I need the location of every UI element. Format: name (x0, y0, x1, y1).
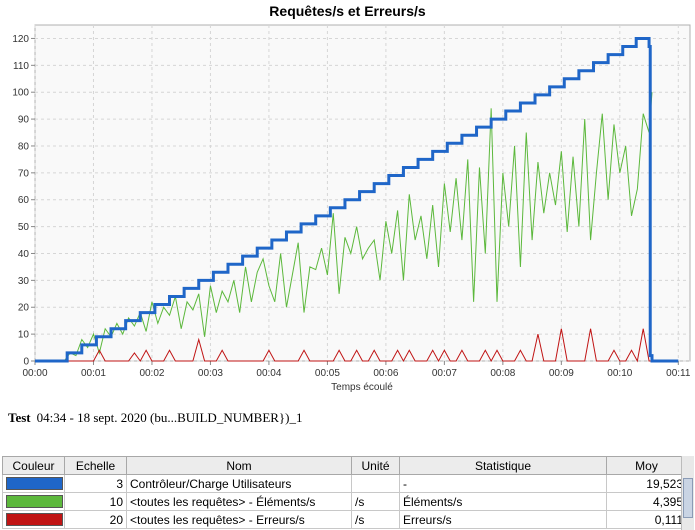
test-label: Test (8, 410, 31, 425)
col-header-unit[interactable]: Unité (351, 456, 400, 475)
y-tick-label: 10 (18, 330, 30, 341)
legend-row[interactable]: 20 <toutes les requêtes> - Erreurs/s /s … (2, 510, 687, 529)
series-lines (35, 36, 679, 363)
y-tick-label: 80 (18, 141, 30, 152)
legend-row[interactable]: 10 <toutes les requêtes> - Éléments/s /s… (2, 492, 687, 511)
series-line-0 (35, 36, 679, 363)
scrollbar-thumb[interactable] (683, 478, 693, 518)
y-tick-label: 70 (18, 168, 30, 179)
y-tick-label: 120 (12, 34, 29, 45)
legend-table: Couleur Echelle Nom Unité Statistique Mo… (2, 456, 687, 529)
x-tick-label: 00:10 (607, 368, 632, 379)
y-tick-label: 50 (18, 222, 30, 233)
color-swatch[interactable] (6, 477, 63, 490)
y-tick-label: 110 (13, 61, 29, 72)
y-tick-label: 0 (23, 357, 29, 368)
y-tick-label: 20 (18, 303, 30, 314)
scale-cell: 3 (64, 474, 127, 493)
name-cell: <toutes les requêtes> - Erreurs/s (126, 510, 352, 529)
unit-cell: /s (351, 510, 400, 529)
y-tick-label: 60 (18, 195, 30, 206)
col-header-stat[interactable]: Statistique (399, 456, 607, 475)
x-axis-title: Temps écoulé (331, 382, 393, 393)
scale-cell: 20 (64, 510, 127, 529)
mean-cell: 0,111 (606, 510, 687, 529)
stat-cell: Éléments/s (399, 492, 607, 511)
x-tick-label: 00:01 (81, 368, 106, 379)
series-line-2 (35, 328, 652, 363)
mean-cell: 4,395 (606, 492, 687, 511)
legend-header-row: Couleur Echelle Nom Unité Statistique Mo… (2, 456, 687, 475)
y-tick-label: 100 (12, 88, 29, 99)
x-tick-label: 00:02 (139, 368, 164, 379)
scale-cell: 10 (64, 492, 127, 511)
series-line-1 (35, 92, 653, 362)
x-tick-label: 00:09 (549, 368, 574, 379)
x-tick-label: 00:00 (22, 368, 47, 379)
stat-cell: Erreurs/s (399, 510, 607, 529)
test-description: 04:34 - 18 sept. 2020 (bu...BUILD_NUMBER… (36, 410, 303, 425)
x-tick-label: 00:05 (315, 368, 340, 379)
stat-cell: - (399, 474, 607, 493)
chart-title: Requêtes/s et Erreurs/s (269, 3, 426, 19)
col-header-color[interactable]: Couleur (2, 456, 65, 475)
y-tick-label: 90 (18, 115, 30, 126)
y-tick-label: 40 (18, 249, 30, 260)
table-scrollbar[interactable] (681, 456, 694, 530)
x-tick-label: 00:11 (666, 368, 691, 379)
unit-cell: /s (351, 492, 400, 511)
name-cell: <toutes les requêtes> - Éléments/s (126, 492, 352, 511)
x-tick-label: 00:06 (373, 368, 398, 379)
mean-cell: 19,523 (606, 474, 687, 493)
col-header-name[interactable]: Nom (126, 456, 352, 475)
test-info: Test 04:34 - 18 sept. 2020 (bu...BUILD_NU… (8, 410, 303, 426)
color-swatch[interactable] (6, 513, 63, 526)
col-header-mean[interactable]: Moy (606, 456, 687, 475)
x-tick-label: 00:08 (490, 368, 515, 379)
x-axis: 00:00 00:01 00:02 00:03 00:04 00:05 00:06 00:07… (22, 361, 691, 379)
x-tick-label: 00:03 (198, 368, 223, 379)
col-header-scale[interactable]: Echelle (64, 456, 127, 475)
unit-cell (351, 474, 400, 493)
name-cell: Contrôleur/Charge Utilisateurs (126, 474, 352, 493)
y-tick-label: 30 (18, 276, 30, 287)
legend-row[interactable]: 3 Contrôleur/Charge Utilisateurs - 19,52… (2, 474, 687, 493)
color-swatch[interactable] (6, 495, 63, 508)
y-axis: 0 10 20 30 40 50 60 70 80 90 100 110 120 (12, 34, 35, 368)
x-tick-label: 00:07 (432, 368, 457, 379)
x-tick-label: 00:04 (256, 368, 281, 379)
grid-lines (34, 25, 690, 362)
